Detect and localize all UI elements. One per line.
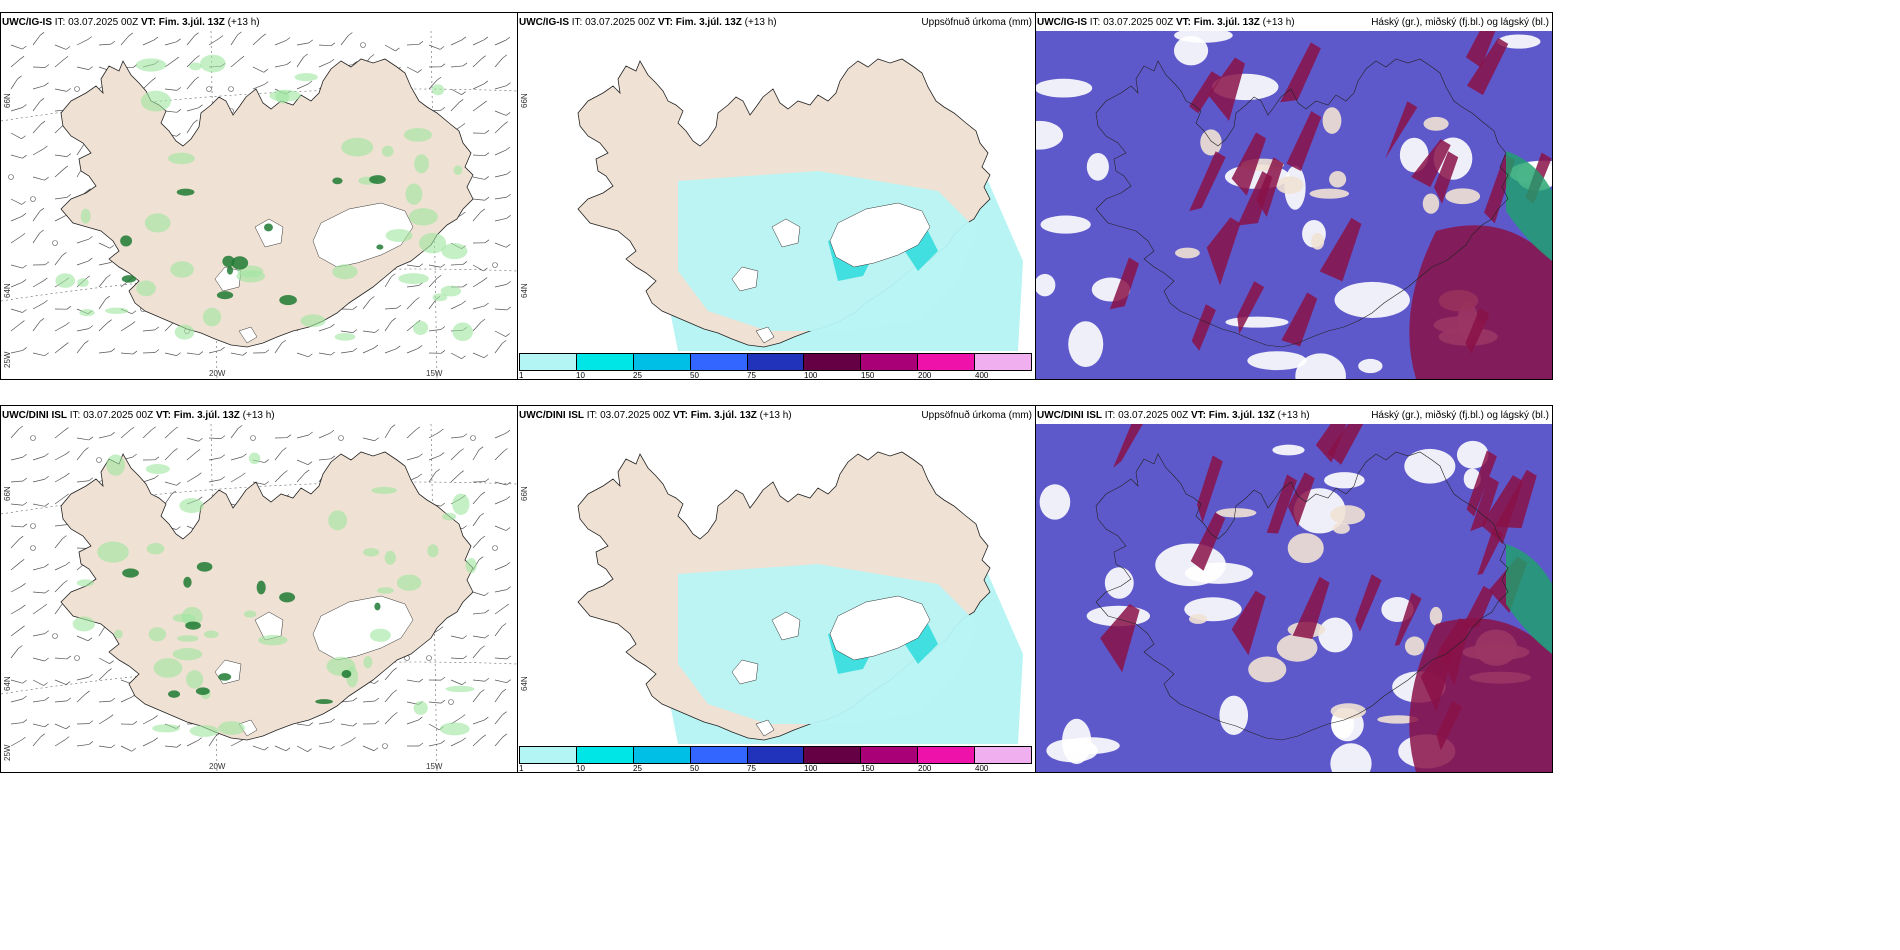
colorbar-label: 75 xyxy=(747,764,756,773)
colorbar-swatches xyxy=(519,353,1032,371)
colorbar-swatch xyxy=(804,354,862,370)
lon-label-15w: 15W xyxy=(426,762,443,771)
precip-shading xyxy=(72,452,477,737)
cloud-high xyxy=(1506,151,1552,261)
lon-label-20w: 20W xyxy=(209,369,226,378)
colorbar-swatch xyxy=(975,747,1032,763)
panel-title: UWC/IG-IS IT: 03.07.2025 00Z VT: Fim. 3.… xyxy=(519,17,777,28)
colorbar-label: 400 xyxy=(975,371,989,380)
lat-label-64n: 64N xyxy=(3,676,12,691)
lon-label-20w: 20W xyxy=(209,762,226,771)
panel-title: UWC/IG-IS IT: 03.07.2025 00Z VT: Fim. 3.… xyxy=(2,17,260,28)
panel-field-title: Uppsöfnuð úrkoma (mm) xyxy=(921,410,1032,421)
cloud-map xyxy=(1036,424,1552,772)
panel-field-title: Uppsöfnuð úrkoma (mm) xyxy=(921,17,1032,28)
panel-cloud-top: UWC/IG-IS IT: 03.07.2025 00Z VT: Fim. 3.… xyxy=(1035,12,1553,380)
cloud-land-gaps xyxy=(1175,107,1481,312)
lat-label-66n: 66N xyxy=(3,486,12,501)
colorbar-label: 25 xyxy=(633,371,642,380)
colorbar-swatch xyxy=(918,354,976,370)
colorbar-label: 100 xyxy=(804,371,818,380)
iceland-land xyxy=(60,58,474,348)
colorbar-labels: 1 10 25 50 75 100 150 200 400 xyxy=(519,371,1032,380)
lat-label-64n: 64N xyxy=(3,283,12,298)
colorbar-swatch xyxy=(747,354,805,370)
cloud-mid xyxy=(1100,424,1552,772)
panel-field-title: Háský (gr.), miðský (fj.bl.) og lágský (… xyxy=(1371,410,1549,421)
panel-title: UWC/IG-IS IT: 03.07.2025 00Z VT: Fim. 3.… xyxy=(1037,17,1295,28)
colorbar-swatch xyxy=(861,747,919,763)
panel-precip-top: UWC/IG-IS IT: 03.07.2025 00Z VT: Fim. 3.… xyxy=(517,12,1036,380)
coastline xyxy=(1095,451,1509,741)
cloud-high xyxy=(1506,544,1552,654)
colorbar-swatch xyxy=(975,354,1032,370)
colorbar-label: 10 xyxy=(576,371,585,380)
lon-label-25w: 25W xyxy=(3,744,12,761)
colorbar-swatch xyxy=(633,354,691,370)
colorbar-swatch xyxy=(576,747,634,763)
precip-colorbar: 1 10 25 50 75 100 150 200 400 xyxy=(519,746,1032,773)
cloud-map xyxy=(1036,31,1552,379)
panel-title: UWC/DINI ISL IT: 03.07.2025 00Z VT: Fim.… xyxy=(519,410,792,421)
lat-label-66n: 66N xyxy=(520,93,529,108)
panel-wind-top: UWC/IG-IS IT: 03.07.2025 00Z VT: Fim. 3.… xyxy=(0,12,518,380)
colorbar-swatch xyxy=(576,354,634,370)
wind-precip-map xyxy=(1,31,517,379)
coastline xyxy=(1095,58,1509,348)
precip-colorbar: 1 10 25 50 75 100 150 200 400 xyxy=(519,353,1032,380)
colorbar-swatch xyxy=(520,354,577,370)
lon-label-15w: 15W xyxy=(426,369,443,378)
colorbar-label: 50 xyxy=(690,371,699,380)
precip-map xyxy=(577,58,1023,351)
precip-field-overlay xyxy=(678,564,978,737)
colorbar-swatch xyxy=(633,747,691,763)
panel-wind-bottom: UWC/DINI ISL IT: 03.07.2025 00Z VT: Fim.… xyxy=(0,405,518,773)
colorbar-label: 75 xyxy=(747,371,756,380)
panel-title: UWC/DINI ISL IT: 03.07.2025 00Z VT: Fim.… xyxy=(2,410,275,421)
panel-cloud-bottom: UWC/DINI ISL IT: 03.07.2025 00Z VT: Fim.… xyxy=(1035,405,1553,773)
colorbar-label: 150 xyxy=(861,764,875,773)
iceland-land xyxy=(60,451,474,741)
colorbar-swatch xyxy=(804,747,862,763)
colorbar-swatch xyxy=(690,354,748,370)
cloud-mid xyxy=(1109,31,1552,379)
colorbar-labels: 1 10 25 50 75 100 150 200 400 xyxy=(519,764,1032,773)
colorbar-swatches xyxy=(519,746,1032,764)
precip-shading xyxy=(55,54,473,342)
lat-label-66n: 66N xyxy=(520,486,529,501)
wind-precip-map xyxy=(1,424,517,772)
colorbar-swatch xyxy=(747,747,805,763)
colorbar-label: 1 xyxy=(519,371,524,380)
colorbar-swatch xyxy=(690,747,748,763)
colorbar-swatch xyxy=(918,747,976,763)
colorbar-swatch xyxy=(520,747,577,763)
lat-label-66n: 66N xyxy=(3,93,12,108)
precip-map xyxy=(577,451,1023,744)
panel-field-title: Háský (gr.), miðský (fj.bl.) og lágský (… xyxy=(1371,17,1549,28)
lon-label-25w: 25W xyxy=(3,351,12,368)
colorbar-label: 200 xyxy=(918,371,932,380)
colorbar-label: 100 xyxy=(804,764,818,773)
colorbar-label: 1 xyxy=(519,764,524,773)
colorbar-label: 10 xyxy=(576,764,585,773)
colorbar-label: 50 xyxy=(690,764,699,773)
colorbar-swatch xyxy=(861,354,919,370)
panel-title: UWC/DINI ISL IT: 03.07.2025 00Z VT: Fim.… xyxy=(1037,410,1310,421)
lat-label-64n: 64N xyxy=(520,283,529,298)
colorbar-label: 25 xyxy=(633,764,642,773)
colorbar-label: 200 xyxy=(918,764,932,773)
precip-field-overlay xyxy=(678,171,978,344)
lat-label-64n: 64N xyxy=(520,676,529,691)
panel-precip-bottom: UWC/DINI ISL IT: 03.07.2025 00Z VT: Fim.… xyxy=(517,405,1036,773)
colorbar-label: 150 xyxy=(861,371,875,380)
colorbar-label: 400 xyxy=(975,764,989,773)
